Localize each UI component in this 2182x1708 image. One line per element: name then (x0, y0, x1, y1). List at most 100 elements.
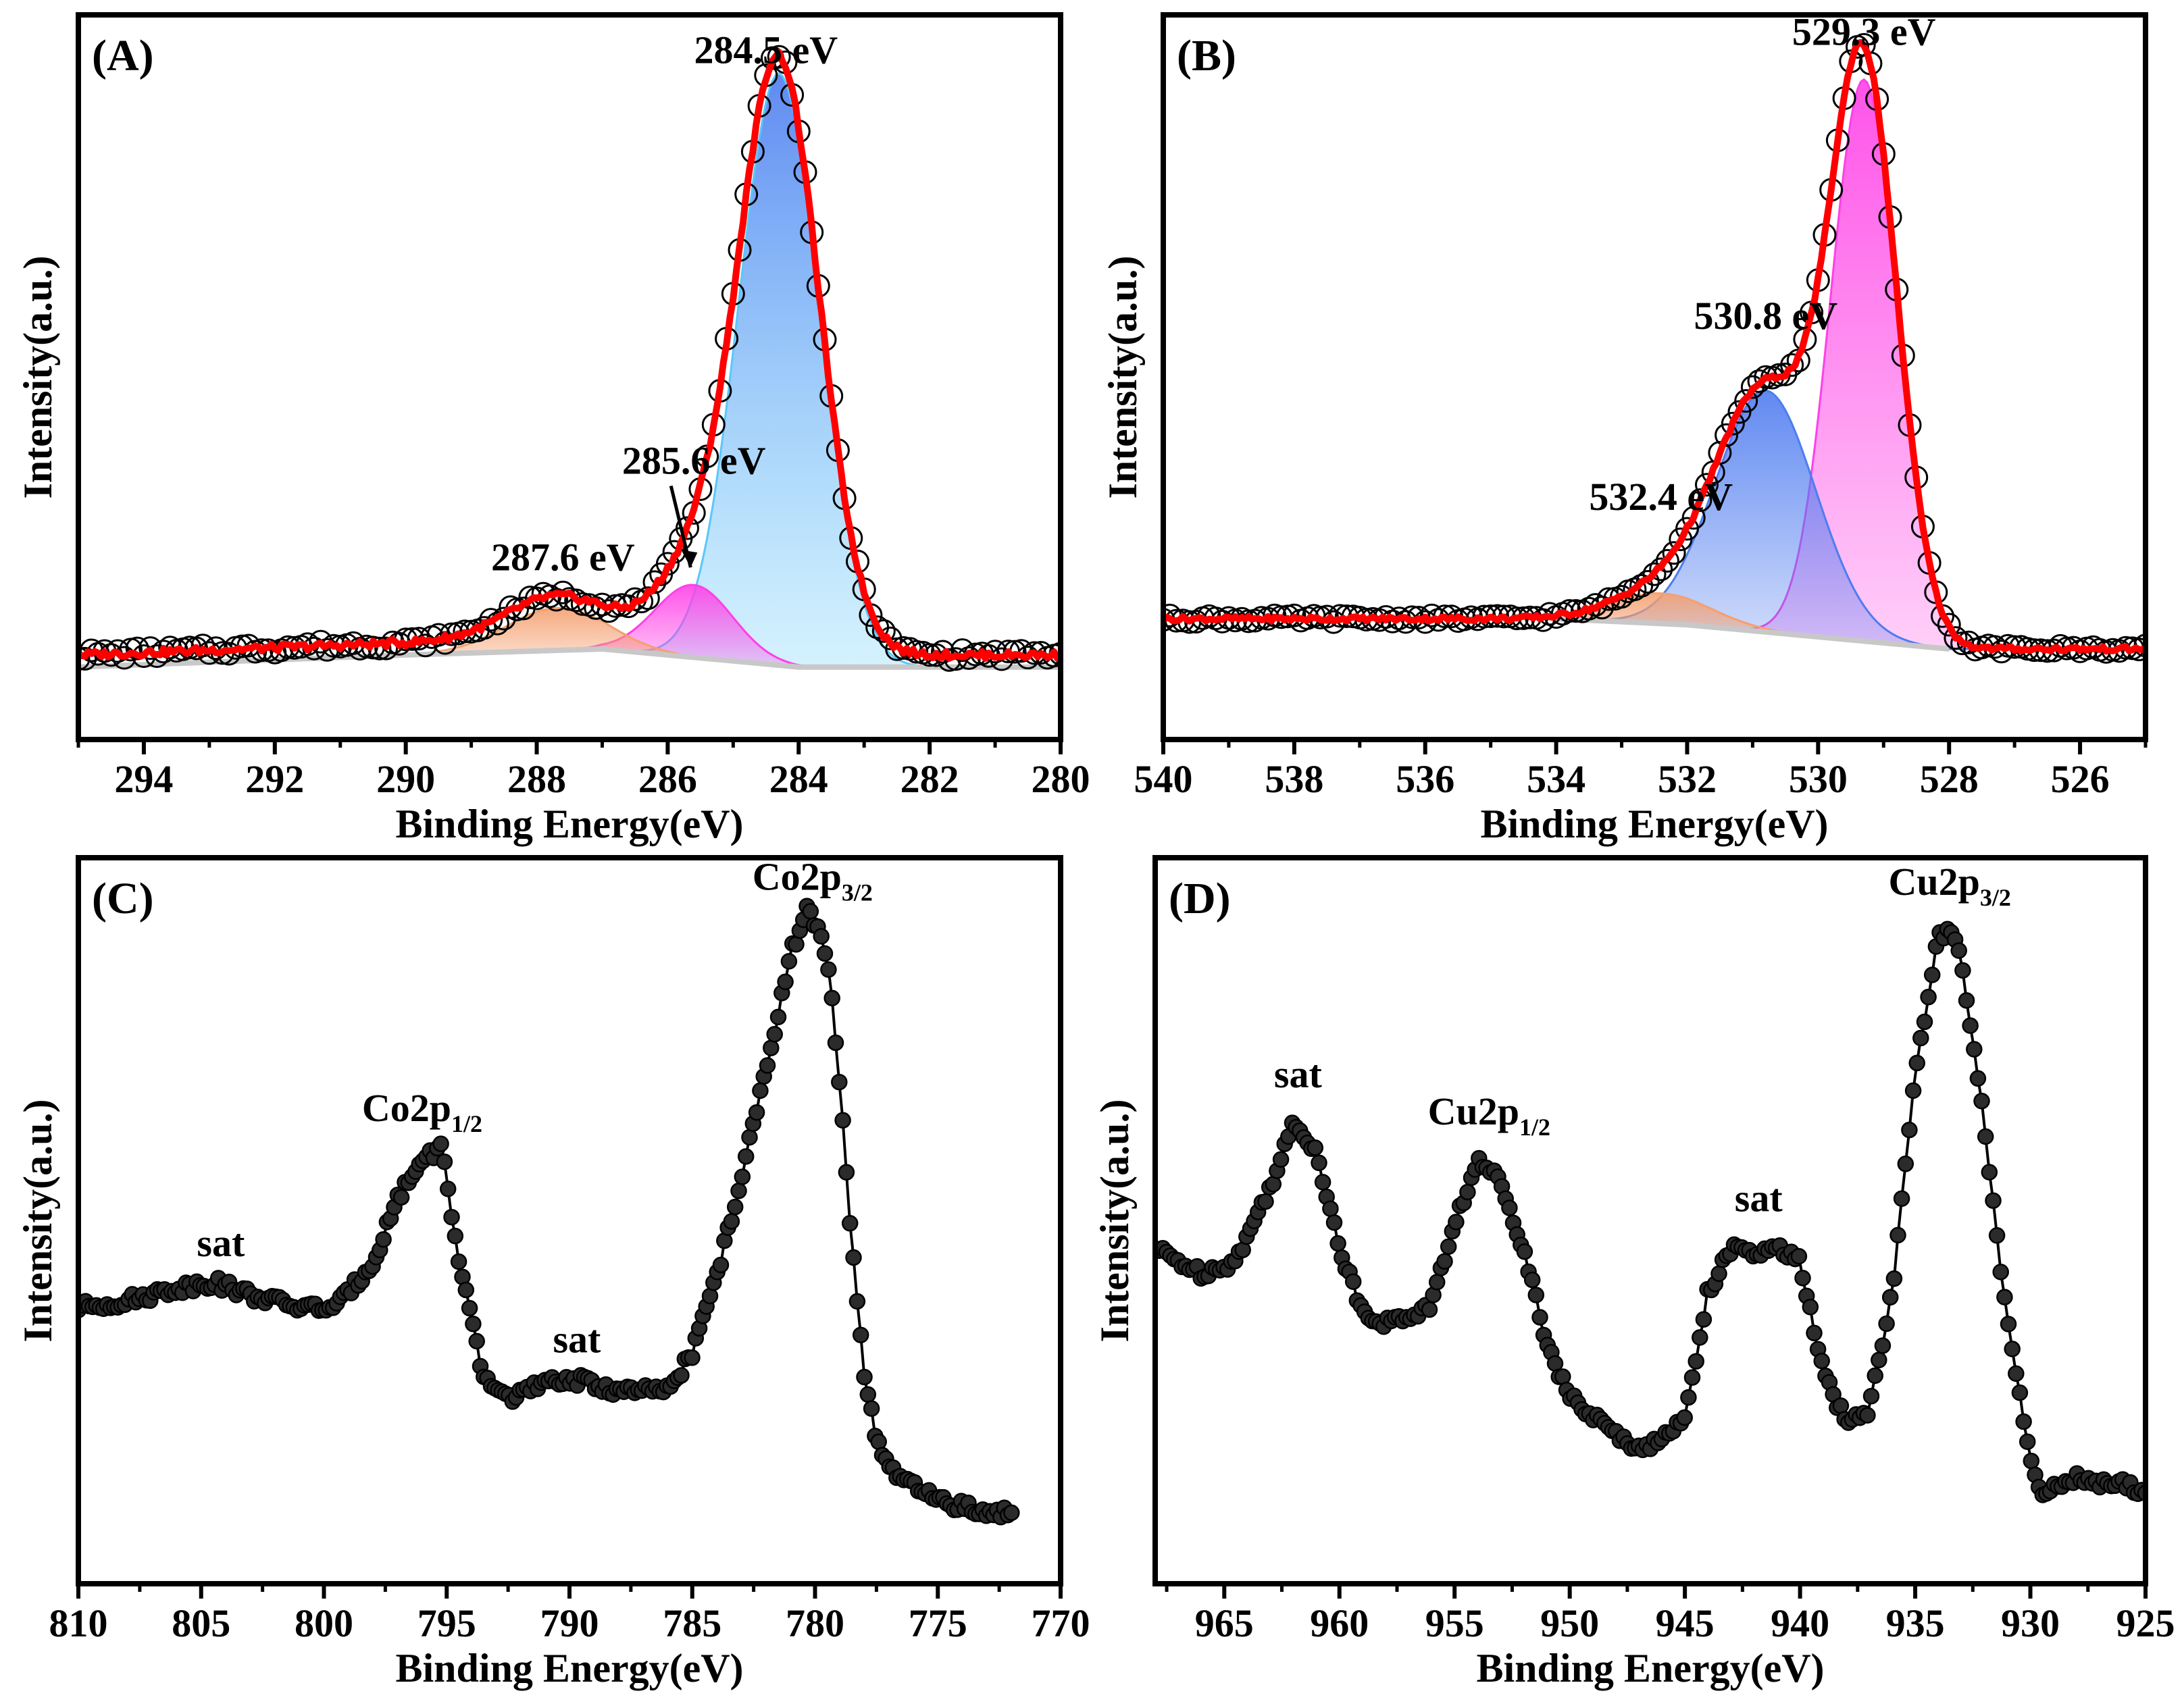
x-tick-label: 800 (295, 1601, 353, 1645)
fit-envelope-line (78, 49, 1061, 662)
spectrum-data-point (848, 1293, 866, 1310)
spectrum-data-point (1813, 1352, 1830, 1370)
raw-data-point (1950, 631, 1975, 656)
spectrum-data-point (1874, 1337, 1892, 1354)
spectrum-data-point (2011, 1384, 2029, 1401)
spectrum-data-point (712, 1256, 730, 1274)
peak-annotation-subscript: 1/2 (1519, 1114, 1550, 1141)
spectrum-data-point (834, 1112, 851, 1129)
raw-data-point (1715, 423, 1739, 447)
x-tick-label: 955 (1425, 1601, 1484, 1645)
spectrum-data-point (1523, 1271, 1541, 1289)
peak-annotation: sat (1735, 1176, 1783, 1220)
x-tick-label: 288 (507, 757, 566, 801)
peak-annotation: 530.8 eV (1694, 294, 1837, 338)
spectrum-data-point (1966, 1041, 1983, 1058)
panel-b: 540 538 536 534 532 530 528 526 Binding Energy(e… (1100, 10, 2148, 846)
y-axis-label: Intensity(a.u.) (16, 255, 60, 498)
x-tick-label: 526 (2051, 757, 2110, 801)
raw-data-point (1780, 353, 1804, 377)
spectrum-data-point (820, 961, 837, 978)
spectrum-data-point (1428, 1274, 1446, 1291)
spectrum-data-point (432, 1135, 449, 1152)
spectrum-data-point (1516, 1243, 1533, 1260)
x-tick-label: 780 (786, 1601, 844, 1645)
spectrum-data-point (1862, 1387, 1880, 1405)
spectrum-data-point (748, 1104, 765, 1121)
spectrum-data-point (673, 1367, 690, 1384)
spectrum-data-point (1908, 1054, 1925, 1072)
spectrum-data-point (1448, 1214, 1465, 1231)
spectrum-data-point (1916, 1013, 1933, 1031)
plot-area (78, 45, 1061, 672)
raw-data-point (1944, 626, 1968, 650)
spectrum-data-point (780, 953, 798, 970)
spectrum-data-point (1531, 1309, 1548, 1326)
raw-data-point (1003, 640, 1027, 664)
x-tick-label: 930 (2001, 1601, 2060, 1645)
spectrum-data-point (852, 1326, 869, 1343)
spectrum-data-point (1257, 1193, 1274, 1210)
spectrum-data-point (831, 1073, 848, 1091)
spectrum-data-point (1527, 1287, 1545, 1303)
spectrum-data-point (777, 973, 794, 991)
spectrum-data-point (734, 1168, 751, 1185)
spectrum-data-point (870, 1433, 887, 1451)
panel-d: 965 960 955 950 945 940 935 930 925 Binding Energ… (1092, 855, 2175, 1690)
spectrum-data-point (766, 1026, 783, 1043)
spectrum-data-point (1885, 1270, 1903, 1287)
spectrum-data-point (723, 1213, 740, 1230)
spectrum-data-point (1683, 1369, 1701, 1386)
spectrum-data-point (1904, 1082, 1922, 1099)
x-tick-label: 280 (1032, 757, 1090, 801)
spectrum-data-point (845, 1249, 862, 1266)
spectrum-data-point (1440, 1238, 1457, 1256)
x-tick-label: 538 (1265, 757, 1323, 801)
x-tick-label: 960 (1310, 1601, 1369, 1645)
spectrum-data-point (2019, 1433, 2036, 1450)
plot-area (1155, 921, 2146, 1503)
spectrum-data-point (759, 1057, 776, 1074)
peak-annotation: sat (553, 1318, 601, 1362)
spectrum-data-point (684, 1349, 701, 1366)
spectrum-data-point (726, 1198, 744, 1216)
spectrum-data-point (1806, 1324, 1823, 1342)
spectrum-data-point (1832, 1397, 1850, 1414)
y-axis-label: Intensity(a.u.) (16, 1099, 60, 1342)
raw-data-point (479, 608, 503, 632)
spectrum-data-point (1790, 1247, 1808, 1265)
x-tick-label: 950 (1540, 1601, 1599, 1645)
peak-annotation: 287.6 eV (491, 536, 635, 579)
spectrum-data-point (827, 1034, 844, 1052)
x-tick-label: 940 (1771, 1601, 1829, 1645)
spectrum-data-point (1676, 1409, 1693, 1426)
spectrum-data-point (457, 1281, 475, 1299)
x-tick-label: 534 (1527, 757, 1585, 801)
spectrum-data-point (450, 1253, 467, 1270)
spectrum-data-point (439, 1181, 457, 1197)
spectrum-data-point (1881, 1289, 1899, 1306)
peak-annotation: 532.4 eV (1589, 475, 1733, 519)
spectrum-data-point (856, 1368, 873, 1386)
spectrum-data-point (1958, 992, 1975, 1009)
spectrum-data-point (1680, 1389, 1697, 1406)
spectrum-data-point (1329, 1235, 1346, 1252)
spectrum-data-point (1459, 1183, 1476, 1201)
spectrum-data-point (752, 1082, 769, 1099)
raw-data-point (374, 636, 399, 661)
raw-data-point (767, 45, 791, 69)
raw-data-point (871, 619, 896, 643)
peak-annotation: sat (197, 1221, 245, 1265)
spectrum-data-point (465, 1316, 482, 1332)
raw-data-point (1721, 411, 1745, 436)
panel-label: (C) (92, 874, 154, 923)
spectrum-data-point (461, 1299, 478, 1317)
x-tick-label: 540 (1134, 757, 1193, 801)
spectrum-data-point (2015, 1413, 2032, 1430)
spectrum-data-point (1954, 962, 1971, 979)
spectrum-data-point (1859, 1407, 1876, 1424)
spectrum-data-point (1314, 1174, 1331, 1191)
spectrum-data-point (1710, 1265, 1727, 1283)
panel-c: 810 805 800 795 790 785 780 775 770 Binding Energ… (16, 855, 1090, 1690)
